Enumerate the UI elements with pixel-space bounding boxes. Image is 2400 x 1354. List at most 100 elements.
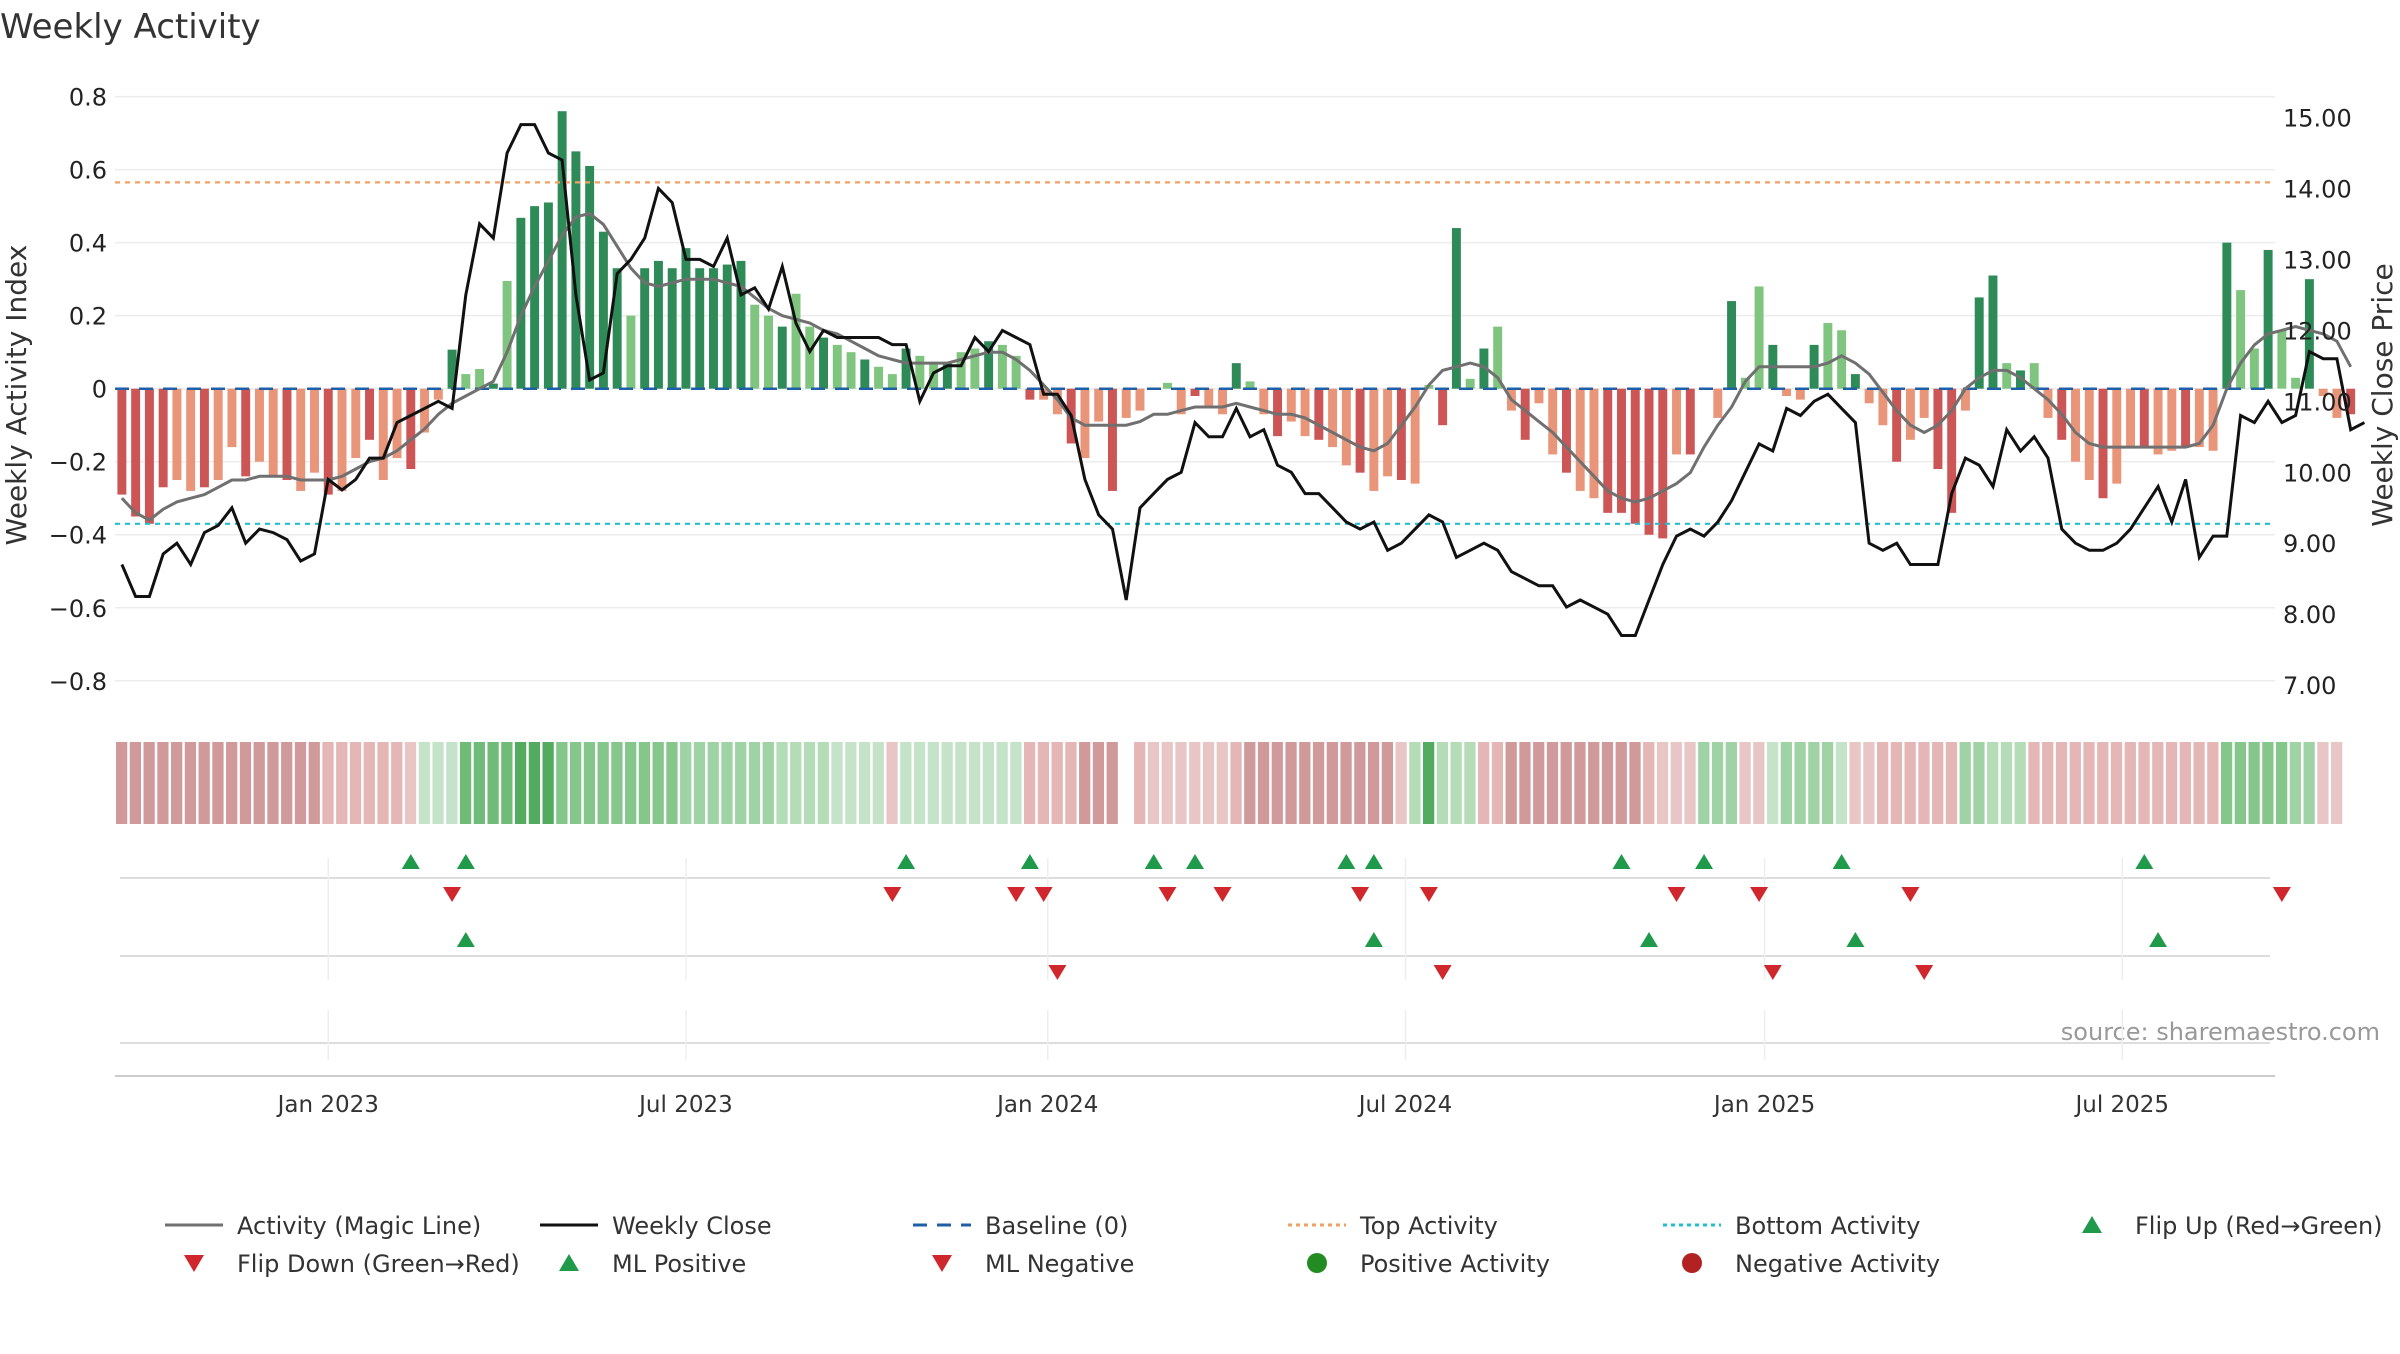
strip-cell [1271, 742, 1283, 824]
legend-label: Positive Activity [1360, 1250, 1550, 1278]
strip-cell [900, 742, 912, 824]
strip-cell [1670, 742, 1682, 824]
strip-cell [1533, 742, 1545, 824]
strip-cell [1794, 742, 1806, 824]
activity-bar [1396, 388, 1406, 480]
activity-bar [296, 388, 306, 491]
strip-cell [2207, 742, 2219, 824]
activity-bar [502, 280, 512, 389]
strip-cell [363, 742, 375, 824]
activity-bar [1905, 388, 1915, 440]
activity-bar [1589, 388, 1599, 499]
activity-bar [2112, 388, 2122, 484]
activity-bar [860, 359, 870, 389]
strip-cell [1849, 742, 1861, 824]
activity-bar [1713, 388, 1723, 418]
flip-down-marker [2272, 887, 2291, 902]
activity-bar [1960, 388, 1970, 411]
flip-up-marker [2149, 932, 2168, 947]
activity-bar [1011, 355, 1021, 389]
strip-cell [336, 742, 348, 824]
activity-bar [2194, 388, 2204, 448]
strip-cell [1175, 742, 1187, 824]
activity-bar [653, 260, 663, 389]
strip-cell [1230, 742, 1242, 824]
flip-down-marker [1048, 965, 1067, 980]
activity-bar [1273, 388, 1283, 437]
activity-bar [1988, 275, 1998, 389]
strip-cell [1423, 742, 1435, 824]
strip-cell [707, 742, 719, 824]
activity-bar [2181, 388, 2191, 448]
strip-cell [1560, 742, 1572, 824]
strip-cell [1615, 742, 1627, 824]
strip-cell [597, 742, 609, 824]
strip-cell [1739, 742, 1751, 824]
activity-bar [1795, 388, 1805, 400]
strip-cell [1216, 742, 1228, 824]
strip-cell [2083, 742, 2095, 824]
activity-bar [378, 388, 388, 480]
activity-bar [1328, 388, 1338, 448]
strip-cell [1065, 742, 1077, 824]
activity-bar [543, 202, 553, 389]
strip-cell [1450, 742, 1462, 824]
flip-down-marker [1213, 887, 1232, 902]
strip-cell [625, 742, 637, 824]
activity-bar [2084, 388, 2094, 480]
x-tick-label: Jan 2025 [1712, 1092, 1815, 1118]
strip-cell [2165, 742, 2178, 824]
strip-cell [1945, 742, 1958, 824]
y-right-tick-label: 9.00 [2283, 530, 2336, 558]
strip-cell [157, 742, 169, 824]
activity-bar [1630, 388, 1640, 524]
y-left-tick-label: 0.6 [69, 157, 107, 185]
strip-cell [171, 742, 183, 824]
flip-down-marker [1158, 887, 1177, 902]
strip-cell [1051, 742, 1063, 824]
y-left-tick-label: 0.4 [69, 230, 107, 258]
x-tick-label: Jan 2023 [276, 1092, 379, 1118]
activity-bar [1603, 388, 1613, 513]
activity-bar [2318, 388, 2328, 396]
strip-cell [377, 742, 389, 824]
strip-cell [693, 742, 706, 824]
strip-cell [446, 742, 458, 824]
activity-bar [2236, 290, 2246, 389]
strip-cell [1808, 742, 1820, 824]
strip-cell [927, 742, 939, 824]
legend-triangle-down-icon [932, 1255, 952, 1272]
strip-cell [1244, 742, 1256, 824]
strip-cell [1189, 742, 1201, 824]
strip-cell [1491, 742, 1504, 824]
activity-bar [406, 388, 416, 470]
strip-cell [2276, 742, 2288, 824]
strip-cell [2317, 742, 2329, 824]
strip-cell [748, 742, 761, 824]
strip-cell [1601, 742, 1614, 824]
activity-bar [186, 388, 196, 491]
activity-bar [956, 352, 966, 389]
legend: Activity (Magic Line) Weekly Close Baselin… [165, 1212, 2383, 1278]
strip-cell [129, 742, 142, 824]
strip-cell [1340, 742, 1352, 824]
activity-bar [1947, 388, 1957, 513]
activity-bar [461, 374, 471, 389]
strip-cell [2234, 742, 2246, 824]
activity-bar [488, 383, 498, 389]
strip-cell [1436, 742, 1449, 824]
legend-label: Weekly Close [612, 1212, 772, 1240]
activity-bar [901, 348, 911, 389]
y-axis-left-label: Weekly Activity Index [0, 245, 33, 546]
strip-cell [501, 742, 513, 824]
strip-cell [583, 742, 596, 824]
strip-cell [1161, 742, 1173, 824]
activity-bar [626, 315, 636, 389]
strip-cell [2220, 742, 2233, 824]
strip-cell [1120, 742, 1132, 824]
flip-up-marker [401, 854, 420, 869]
activity-bar [1561, 388, 1571, 473]
activity-bar [2167, 388, 2177, 451]
